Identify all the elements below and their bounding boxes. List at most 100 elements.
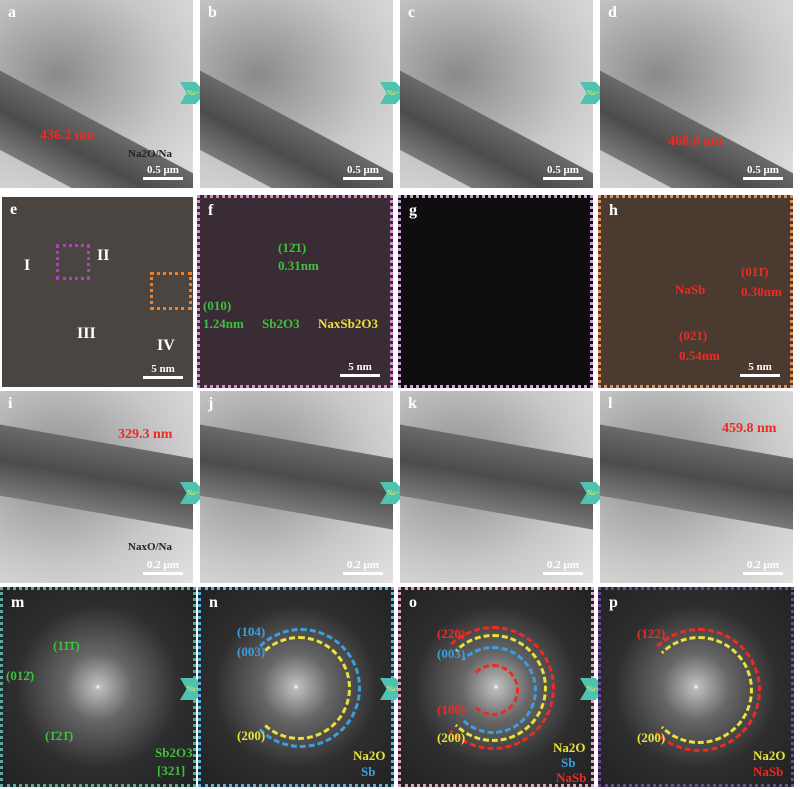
panel-l: l 459.8 nm 0.2 μm [600, 391, 793, 583]
region-label: IV [157, 337, 175, 354]
panel-h: h NaSb (011̄) 0.30nm (021) 0.54nm 5 nm [598, 195, 793, 388]
dimension-label: 468.0 nm [668, 134, 723, 149]
plane-label: (010) [203, 298, 232, 313]
spacing-label: 0.54nm [679, 348, 720, 363]
ring-arc [241, 628, 361, 748]
scale-bar: 0.2 μm [743, 559, 783, 575]
phase-label: NaxO/Na [128, 541, 172, 553]
ring-arc [247, 636, 351, 740]
region-label: II [97, 247, 110, 264]
scale-bar: 0.2 μm [543, 559, 583, 575]
panel-d: d 468.0 nm 0.5 μm [600, 0, 793, 188]
ring-label: (003) [437, 646, 466, 661]
panel-i: i 329.3 nm NaxO/Na 0.2 μm [0, 391, 193, 583]
panel-k: k 0.2 μm [400, 391, 593, 583]
spot-label: (1̄21̄) [45, 728, 74, 743]
ring-arc [449, 646, 537, 734]
scale-bar: 5 nm [740, 361, 780, 377]
plane-label: (12̄1) [278, 240, 307, 255]
panel-label: p [609, 594, 618, 611]
panel-label: c [408, 4, 416, 21]
legend-item: Sb [361, 764, 376, 779]
panel-label: h [609, 202, 618, 219]
na-arrow-icon: Na+ [580, 82, 606, 104]
phase-label: NaSb [675, 282, 706, 297]
na-arrow-icon: Na+ [180, 82, 206, 104]
panel-label: o [409, 594, 417, 611]
spot-label: (11̄1̄) [53, 638, 80, 653]
panel-m: m (11̄1̄) (012̄) (1̄21̄) Sb2O3 [321] [0, 587, 196, 787]
ring-label: (220) [437, 626, 466, 641]
phase-label: NaxSb2O3 [318, 316, 378, 331]
ring-arc [467, 664, 519, 716]
scale-bar: 0.2 μm [143, 559, 183, 575]
panel-label: d [608, 4, 617, 21]
panel-b: b 0.5 μm [200, 0, 393, 188]
scale-bar: 5 nm [143, 363, 183, 379]
region-box [56, 244, 90, 280]
panel-p: p (122) (200) Na2O NaSb [598, 587, 794, 787]
legend-item: NaSb [753, 764, 784, 779]
scale-bar: 0.5 μm [743, 164, 783, 180]
ring-label: (122) [637, 626, 666, 641]
region-label: III [77, 325, 96, 342]
panel-label: b [208, 4, 217, 21]
plane-label: (021) [679, 328, 708, 343]
spacing-label: 1.24nm [203, 316, 244, 331]
legend-item: Sb [561, 755, 576, 770]
panel-label: e [10, 201, 18, 218]
panel-f: f (12̄1) 0.31nm (010) 1.24nm Sb2O3 NaxSb… [197, 195, 393, 388]
na-arrow-icon: Na+ [580, 482, 606, 504]
ring-arc [439, 634, 547, 742]
na-arrow-icon: Na+ [180, 482, 206, 504]
legend-item: NaSb [556, 770, 587, 785]
phase-label: Sb2O3 [262, 316, 300, 331]
ring-arc [637, 628, 761, 752]
ring-label: (200) [637, 730, 666, 745]
dimension-label: 459.8 nm [722, 421, 777, 436]
legend-item: Na2O [553, 740, 586, 755]
panel-label: l [608, 395, 613, 412]
panel-c: c 0.5 μm [400, 0, 593, 188]
ring-label: (104) [237, 624, 266, 639]
panel-label: k [408, 395, 417, 412]
panel-label: f [208, 202, 214, 219]
na-arrow-icon: Na+ [380, 482, 406, 504]
ring-arc [431, 626, 555, 750]
panel-n: n (104) (003) (200) Na2O Sb [198, 587, 394, 787]
ring-label: (100) [437, 702, 466, 717]
spacing-label: 0.30nm [741, 284, 782, 299]
panel-label: n [209, 594, 218, 611]
panel-label: a [8, 4, 16, 21]
panel-g: g [398, 195, 593, 388]
ring-label: (003) [237, 644, 266, 659]
legend-item: Na2O [353, 748, 386, 763]
legend-item: Na2O [753, 748, 786, 763]
phase-label: Na2O/Na [128, 148, 172, 160]
scale-bar: 5 nm [340, 361, 380, 377]
scale-bar: 0.5 μm [143, 164, 183, 180]
panel-label: g [409, 202, 417, 219]
zone-axis-label: [321] [157, 763, 186, 778]
dimension-label: 436.2 nm [40, 128, 95, 143]
scale-bar: 0.5 μm [343, 164, 383, 180]
na-arrow-icon: Na+ [380, 82, 406, 104]
panel-label: m [11, 594, 25, 611]
scale-bar: 0.5 μm [543, 164, 583, 180]
ring-arc [645, 636, 753, 744]
panel-j: j 0.2 μm [200, 391, 393, 583]
ring-label: (200) [437, 730, 466, 745]
spot-label: (012̄) [6, 668, 35, 683]
dimension-label: 329.3 nm [118, 427, 173, 442]
panel-label: i [8, 395, 13, 412]
panel-a: a 436.2 nm Na2O/Na 0.5 μm [0, 0, 193, 188]
scale-bar: 0.2 μm [343, 559, 383, 575]
region-label: I [24, 257, 31, 274]
ring-label: (200) [237, 728, 266, 743]
panel-e: e I II III IV 5 nm [2, 197, 193, 387]
panel-o: o (220) (003) (100) (200) Na2O Sb NaSb [398, 587, 594, 787]
region-box [150, 272, 192, 310]
plane-label: (011̄) [741, 264, 769, 279]
spacing-label: 0.31nm [278, 258, 319, 273]
panel-label: j [208, 395, 214, 412]
